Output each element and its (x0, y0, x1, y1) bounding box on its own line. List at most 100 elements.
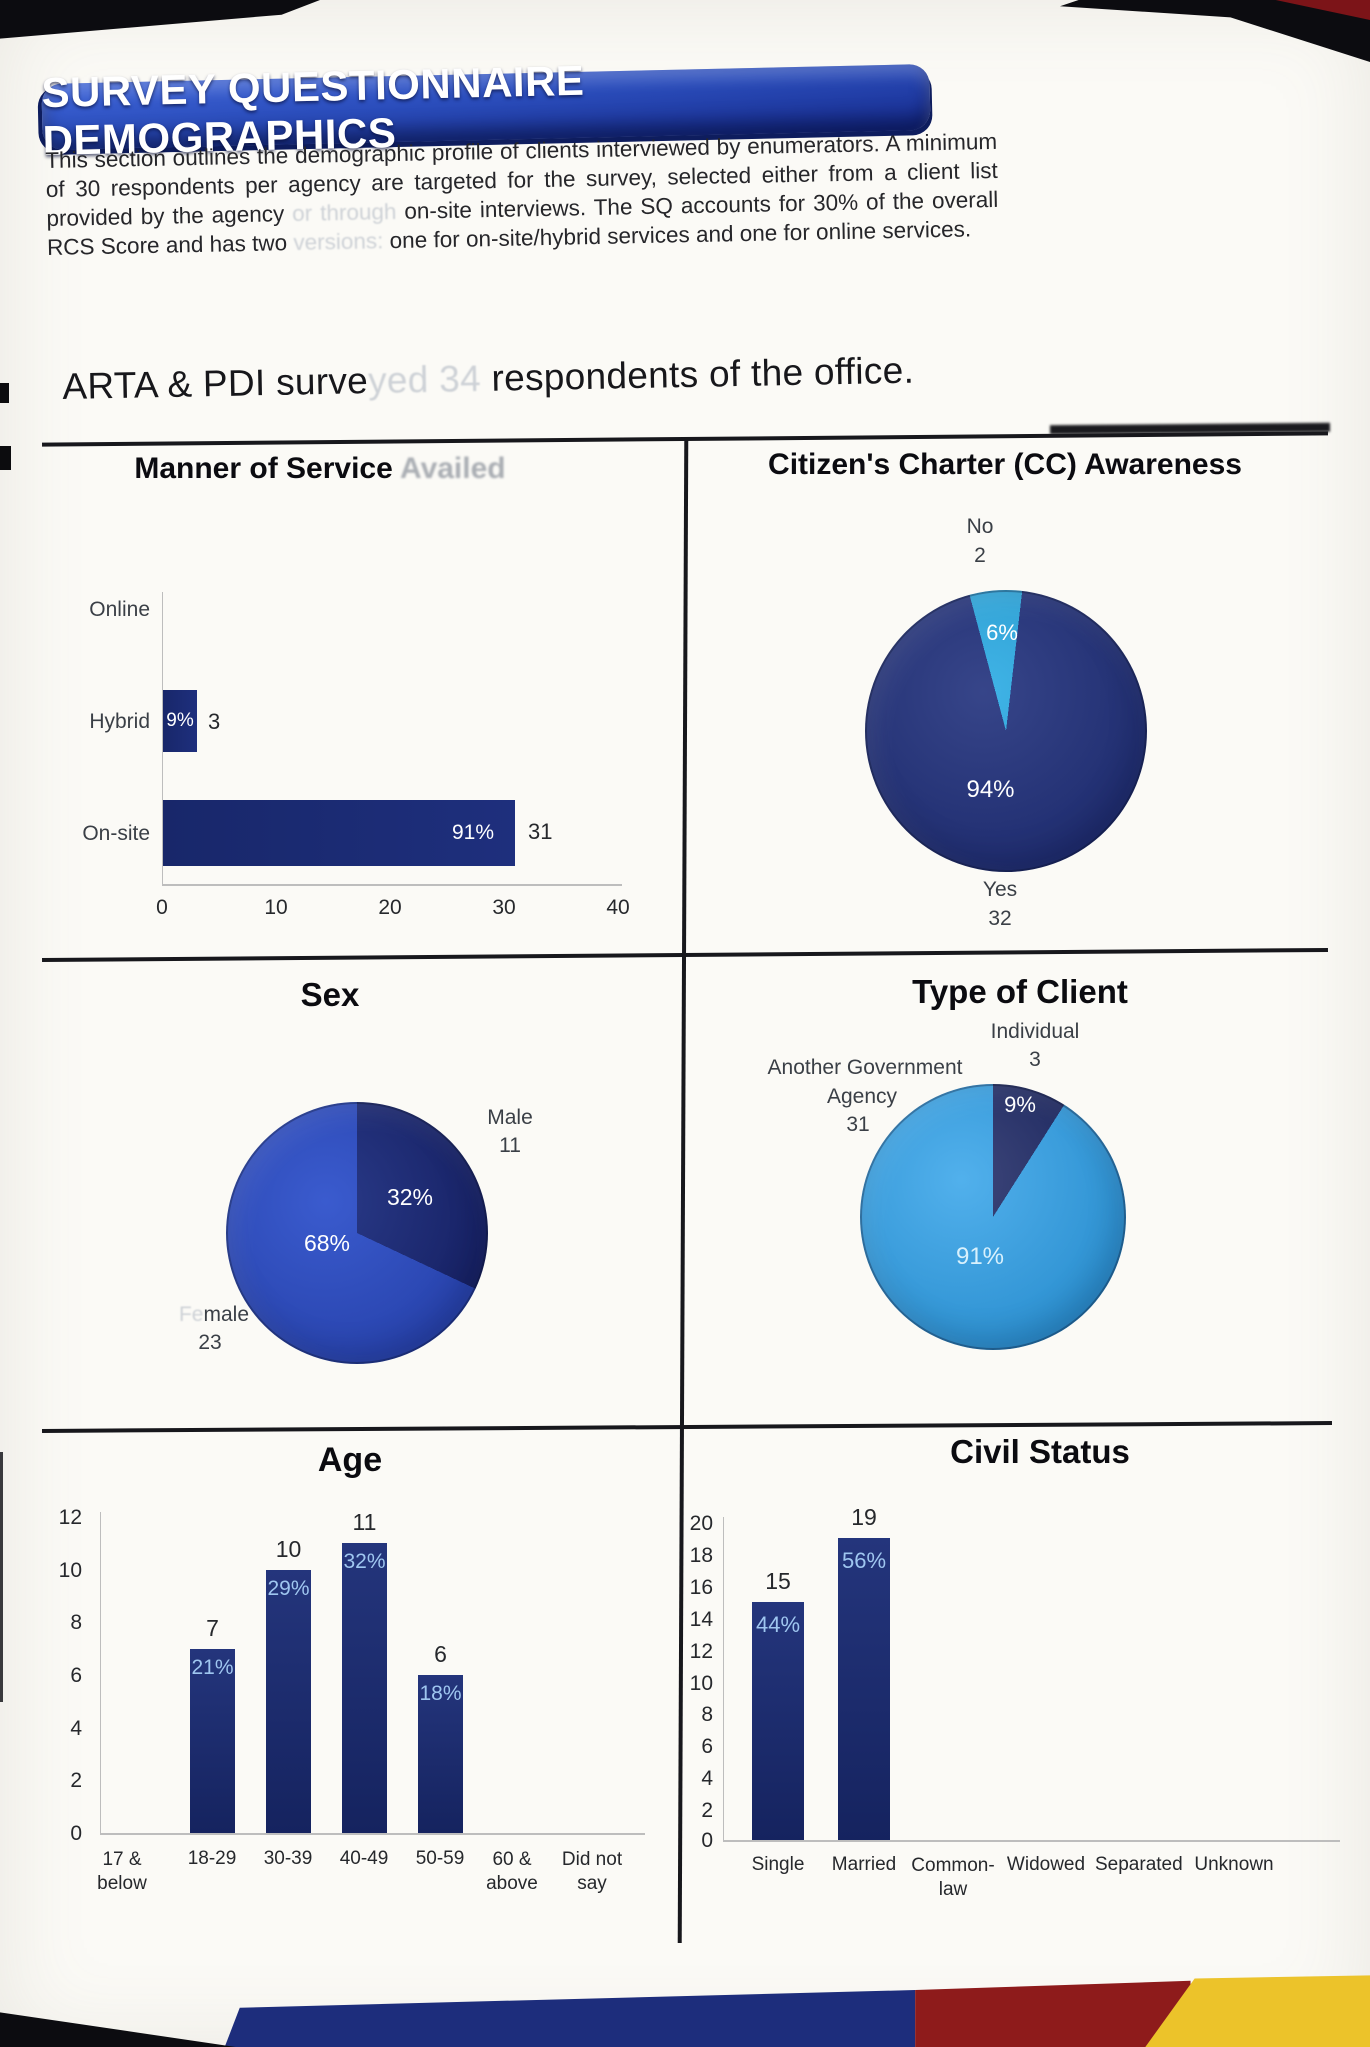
y-axis-line (162, 592, 163, 884)
pie-label-male: Male (487, 1106, 533, 1129)
cat-line: 17 & (102, 1849, 142, 1870)
cs-y-tick-8: 8 (701, 1703, 713, 1726)
age-count-50-59: 6 (434, 1641, 447, 1667)
pie-value-agency: 31 (846, 1113, 870, 1136)
scan-artifact-left-mark-2 (0, 446, 11, 470)
age-pct-30-39: 29% (267, 1577, 310, 1600)
age-pct-40-49: 32% (343, 1550, 386, 1573)
chart-title-type-of-client: Type of Client (912, 973, 1128, 1010)
cs-y-tick-20: 20 (689, 1512, 713, 1535)
bar-pct-hybrid: 9% (166, 710, 194, 731)
age-count-40-49: 11 (352, 1509, 377, 1535)
age-y-axis-line (100, 1512, 101, 1834)
cs-bar-married (838, 1538, 890, 1840)
pie-value-female: 23 (198, 1331, 222, 1354)
cs-y-tick-14: 14 (689, 1608, 713, 1631)
chart-title-manner-of-service: Manner of Service Availed (90, 452, 550, 486)
chart-title-cc-awareness: Citizen's Charter (CC) Awareness (768, 448, 1242, 481)
pie-label-agency-line2: Agency (826, 1085, 898, 1108)
cs-cat-unknown: Unknown (1194, 1854, 1274, 1875)
cs-y-tick-2: 2 (701, 1799, 713, 1822)
pie-pct-agency: 91% (955, 1243, 1005, 1270)
footer-red-stripe (915, 1980, 1191, 2047)
cs-pct-single: 44% (755, 1612, 801, 1637)
cs-pct-married: 56% (841, 1548, 887, 1573)
pie-label-agency-line1: Another Government (767, 1056, 963, 1079)
pie-pct-female: 68% (303, 1230, 351, 1256)
x-tick-0: 0 (156, 896, 168, 919)
footer-band (0, 1970, 1370, 2047)
age-count-18-29: 7 (206, 1615, 219, 1641)
headline-text: respondents of the office. (480, 349, 915, 399)
age-bar-40-49 (342, 1543, 387, 1833)
cat-line: below (97, 1873, 147, 1894)
cs-y-tick-6: 6 (701, 1735, 713, 1758)
age-cat-50-59: 50-59 (415, 1848, 465, 1869)
scan-artifact-left-line (0, 1452, 3, 1702)
age-bar-18-29 (190, 1649, 235, 1833)
intro-paragraph: This section outlines the demographic pr… (45, 127, 999, 262)
intro-faded-text: or through (291, 198, 397, 227)
chart-title-sex: Sex (300, 976, 360, 1013)
cs-y-tick-16: 16 (689, 1576, 713, 1599)
x-axis-line (162, 884, 622, 886)
age-y-tick-12: 12 (58, 1506, 82, 1529)
age-y-tick-8: 8 (70, 1611, 82, 1634)
chart-title-civil-status: Civil Status (950, 1433, 1130, 1470)
cs-y-tick-4: 4 (701, 1767, 713, 1790)
pie-pct-individual: 9% (1004, 1092, 1036, 1117)
age-y-tick-0: 0 (70, 1822, 82, 1845)
pie-type-of-client (860, 1084, 1126, 1350)
cat-line: Did not (561, 1849, 623, 1870)
pie-label-no: No (966, 515, 994, 538)
bar-label-onsite: On-site (82, 822, 150, 845)
cs-cat-common-law: Common- law (910, 1854, 996, 1902)
age-bar-50-59 (418, 1675, 463, 1833)
cat-line: Common- (911, 1855, 995, 1876)
age-cat-40-49: 40-49 (339, 1848, 389, 1869)
cat-line: law (938, 1879, 968, 1900)
bar-count-hybrid: 3 (208, 709, 221, 734)
chart-title-age: Age (317, 1441, 383, 1479)
cs-x-axis-line (723, 1840, 1340, 1842)
headline: ARTA & PDI surveyed 34 respondents of th… (62, 347, 1073, 408)
pie-pct-yes: 94% (966, 776, 1015, 803)
bar-label-online: Online (89, 598, 150, 621)
bar-count-onsite: 31 (528, 819, 553, 844)
headline-text: ARTA & PDI surve (62, 360, 369, 407)
pie-label-female-faded: Fe (178, 1303, 204, 1326)
cat-line: above (486, 1873, 538, 1894)
cat-line: 60 & (492, 1849, 532, 1870)
age-cat-60-above: 60 & above (477, 1848, 547, 1896)
scan-artifact-top-left (0, 0, 320, 39)
pie-value-individual: 3 (1029, 1048, 1041, 1071)
age-cat-did-not-say: Did not say (555, 1848, 629, 1896)
x-tick-30: 30 (492, 896, 516, 919)
pie-label-female-rest: male (203, 1303, 250, 1326)
cs-y-tick-10: 10 (689, 1672, 713, 1695)
bar-pct-onsite: 91% (451, 821, 495, 844)
chart-title-faded-text: Availed (400, 452, 506, 485)
age-cat-17-below: 17 & below (87, 1848, 157, 1896)
pie-cc-awareness (865, 590, 1147, 872)
cat-line: say (577, 1873, 607, 1894)
cs-bar-single (752, 1602, 804, 1840)
age-pct-50-59: 18% (419, 1682, 462, 1705)
intro-faded-text: versions: (293, 228, 384, 256)
pie-pct-male: 32% (386, 1184, 434, 1210)
pie-label-female: Female (148, 1303, 280, 1327)
pie-value-no: 2 (974, 544, 986, 567)
age-pct-18-29: 21% (191, 1656, 234, 1679)
cs-cat-single: Single (751, 1854, 805, 1875)
scan-artifact-left-mark-1 (0, 383, 9, 403)
cs-cat-widowed: Widowed (1006, 1854, 1086, 1875)
chart-title-text: Manner of Service (134, 452, 401, 485)
grid-line-middle-2 (41, 1421, 1333, 1433)
age-x-axis-line (100, 1833, 645, 1835)
bar-label-hybrid: Hybrid (89, 710, 150, 733)
bar-hybrid (163, 690, 197, 752)
cs-count-single: 15 (765, 1568, 791, 1594)
pie-label-yes: Yes (982, 878, 1018, 901)
cs-y-tick-12: 12 (689, 1640, 713, 1663)
